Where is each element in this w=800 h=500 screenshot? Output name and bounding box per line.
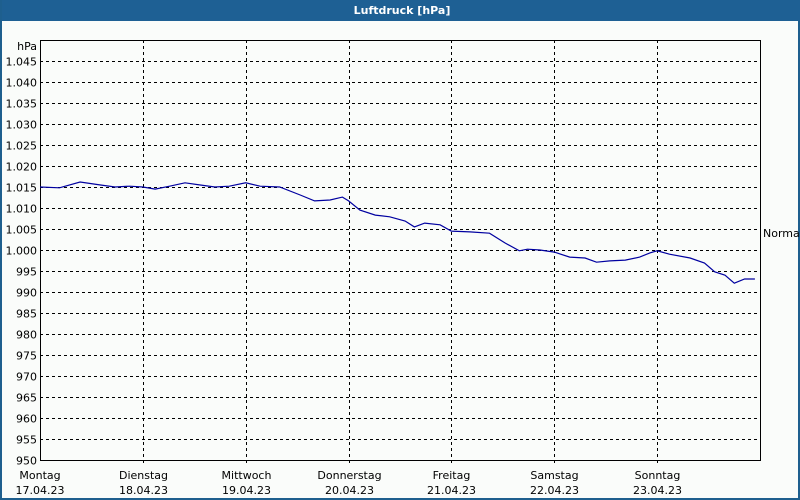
x-tick-day-label: Montag xyxy=(19,469,60,482)
y-tick-label: 1.040 xyxy=(6,77,38,90)
plot-frame xyxy=(40,40,761,461)
x-tick-day-label: Dienstag xyxy=(119,469,168,482)
y-tick-label: 955 xyxy=(16,434,37,447)
y-tick-label: 975 xyxy=(16,350,37,363)
y-tick-label: 970 xyxy=(16,371,37,384)
x-tick-day-label: Freitag xyxy=(433,469,471,482)
y-tick-label: 990 xyxy=(16,287,37,300)
x-tick-day-label: Sonntag xyxy=(635,469,681,482)
y-tick-label: 1.030 xyxy=(6,119,38,132)
y-axis: 950 955 960 965 970 975 980 985 990 995 1.000 1.005… xyxy=(6,56,38,468)
x-tick-day-label: Donnerstag xyxy=(317,469,381,482)
y-tick-label: 1.020 xyxy=(6,161,38,174)
x-tick-date-label: 23.04.23 xyxy=(633,484,682,497)
grid-lines xyxy=(40,40,760,464)
y-tick-label: 980 xyxy=(16,329,37,342)
x-tick-date-label: 20.04.23 xyxy=(325,484,374,497)
y-tick-label: 1.005 xyxy=(6,224,38,237)
y-tick-label: 960 xyxy=(16,413,37,426)
y-axis-unit-label: hPa xyxy=(17,40,37,53)
x-tick-date-label: 21.04.23 xyxy=(427,484,476,497)
pressure-line xyxy=(39,181,755,284)
y-tick-label: 1.000 xyxy=(6,245,38,258)
x-tick-date-label: 17.04.23 xyxy=(16,484,65,497)
y-tick-label: 1.035 xyxy=(6,98,38,111)
y-tick-label: 1.025 xyxy=(6,140,38,153)
y-tick-label: 1.045 xyxy=(6,56,38,69)
y-tick-label: 1.015 xyxy=(6,182,38,195)
y-tick-label: 995 xyxy=(16,266,37,279)
y-tick-label: 950 xyxy=(16,455,37,468)
x-tick-date-label: 18.04.23 xyxy=(119,484,168,497)
y-tick-label: 965 xyxy=(16,392,37,405)
y-tick-label: 1.010 xyxy=(6,203,38,216)
x-tick-day-label: Samstag xyxy=(530,469,578,482)
x-tick-date-label: 22.04.23 xyxy=(530,484,579,497)
x-axis: Montag 17.04.23 Dienstag 18.04.23 Mittwoch 19… xyxy=(16,469,682,497)
normal-reference-label: Normal xyxy=(763,227,800,240)
x-tick-date-label: 19.04.23 xyxy=(222,484,271,497)
x-tick-day-label: Mittwoch xyxy=(222,469,272,482)
window-title: Luftdruck [hPa] xyxy=(2,0,800,21)
y-tick-label: 985 xyxy=(16,308,37,321)
